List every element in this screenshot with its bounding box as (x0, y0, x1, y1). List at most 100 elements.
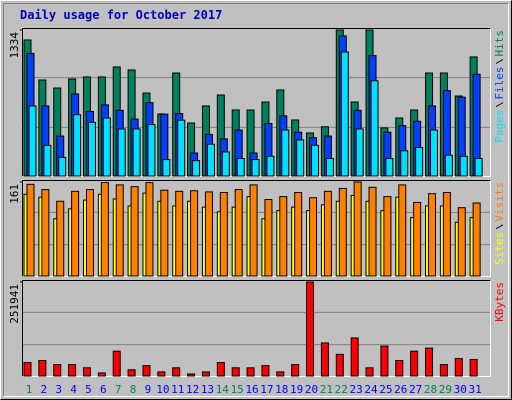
x-tick-label: 6 (100, 383, 107, 396)
x-tick-label: 14 (216, 383, 230, 396)
bar (472, 202, 481, 277)
x-tick-label: 3 (55, 383, 62, 396)
bar (281, 129, 290, 177)
bar (236, 157, 245, 177)
bar (368, 186, 377, 277)
bar (325, 157, 334, 177)
bar (413, 201, 422, 277)
legend-label: Sites (493, 232, 506, 265)
bar (380, 345, 389, 377)
bar (115, 184, 124, 277)
x-tick-label: 9 (145, 383, 152, 396)
bar (85, 189, 94, 277)
bar (459, 155, 468, 177)
bar (430, 129, 439, 177)
x-tick-label: 24 (364, 383, 378, 396)
x-tick-label: 23 (350, 383, 363, 396)
x-tick-label: 16 (245, 383, 258, 396)
x-tick-label: 1 (26, 383, 33, 396)
x-tick-label: 2 (41, 383, 48, 396)
bar (41, 189, 50, 277)
x-tick-label: 17 (260, 383, 273, 396)
bar (385, 157, 394, 177)
bar (172, 367, 181, 377)
x-tick-label: 5 (85, 383, 92, 396)
bar (469, 358, 478, 377)
x-tick-label: 18 (275, 383, 288, 396)
bar (311, 144, 320, 177)
bar (425, 347, 434, 377)
bar (261, 365, 270, 377)
bar (192, 160, 201, 177)
x-tick-label: 22 (335, 383, 348, 396)
bar (296, 139, 305, 177)
bar (231, 367, 240, 377)
bar (87, 121, 96, 177)
bar (309, 197, 318, 277)
panel-border (22, 180, 491, 277)
panel-border (22, 280, 491, 377)
x-tick-label: 25 (379, 383, 392, 396)
bar (23, 362, 32, 377)
bar (112, 350, 121, 377)
bar (175, 190, 184, 277)
panel-border (22, 280, 491, 377)
bar (398, 184, 407, 277)
bar (474, 157, 483, 177)
bar (306, 281, 315, 377)
bar (206, 143, 215, 177)
bar (187, 373, 196, 377)
bar (177, 119, 186, 177)
bar (338, 187, 347, 277)
bar (162, 159, 171, 177)
x-tick-label: 21 (320, 383, 333, 396)
bar (350, 337, 359, 377)
bar (340, 51, 349, 177)
bar (320, 342, 329, 377)
x-tick-label: 31 (469, 383, 482, 396)
bar (439, 364, 448, 377)
x-tick-label: 11 (171, 383, 184, 396)
x-tick-label: 7 (115, 383, 122, 396)
bar (157, 371, 166, 377)
legend-label: Hits (493, 30, 506, 57)
bar (221, 151, 230, 177)
bar (365, 367, 374, 377)
bar (190, 190, 199, 277)
bar (428, 193, 437, 277)
x-tick-label: 29 (439, 383, 452, 396)
bar (43, 144, 52, 177)
x-tick-label: 15 (231, 383, 244, 396)
x-tick-label: 13 (201, 383, 214, 396)
bar (100, 182, 109, 277)
bar (395, 360, 404, 377)
x-tick-label: 27 (409, 383, 422, 396)
bar (400, 150, 409, 177)
bar (73, 114, 82, 177)
bar (97, 372, 106, 377)
bar (279, 196, 288, 277)
bar (291, 364, 300, 377)
legend-label: KBytes (493, 282, 506, 322)
bar (353, 181, 362, 277)
bar (266, 155, 275, 177)
legend-label: Files (493, 67, 506, 100)
bar (323, 190, 332, 277)
bar (415, 147, 424, 177)
bar (130, 186, 139, 277)
bar (251, 159, 260, 177)
x-tick-label: 12 (186, 383, 199, 396)
bar (370, 80, 379, 177)
bar (56, 200, 65, 277)
x-tick-label: 10 (156, 383, 169, 396)
bar (444, 154, 453, 177)
y-tick-label: 1334 (8, 32, 21, 59)
bar (147, 124, 156, 177)
bar (383, 196, 392, 277)
bar (142, 365, 151, 377)
legend-label: Pages (493, 110, 506, 143)
bar (219, 192, 228, 277)
bar (457, 207, 466, 277)
